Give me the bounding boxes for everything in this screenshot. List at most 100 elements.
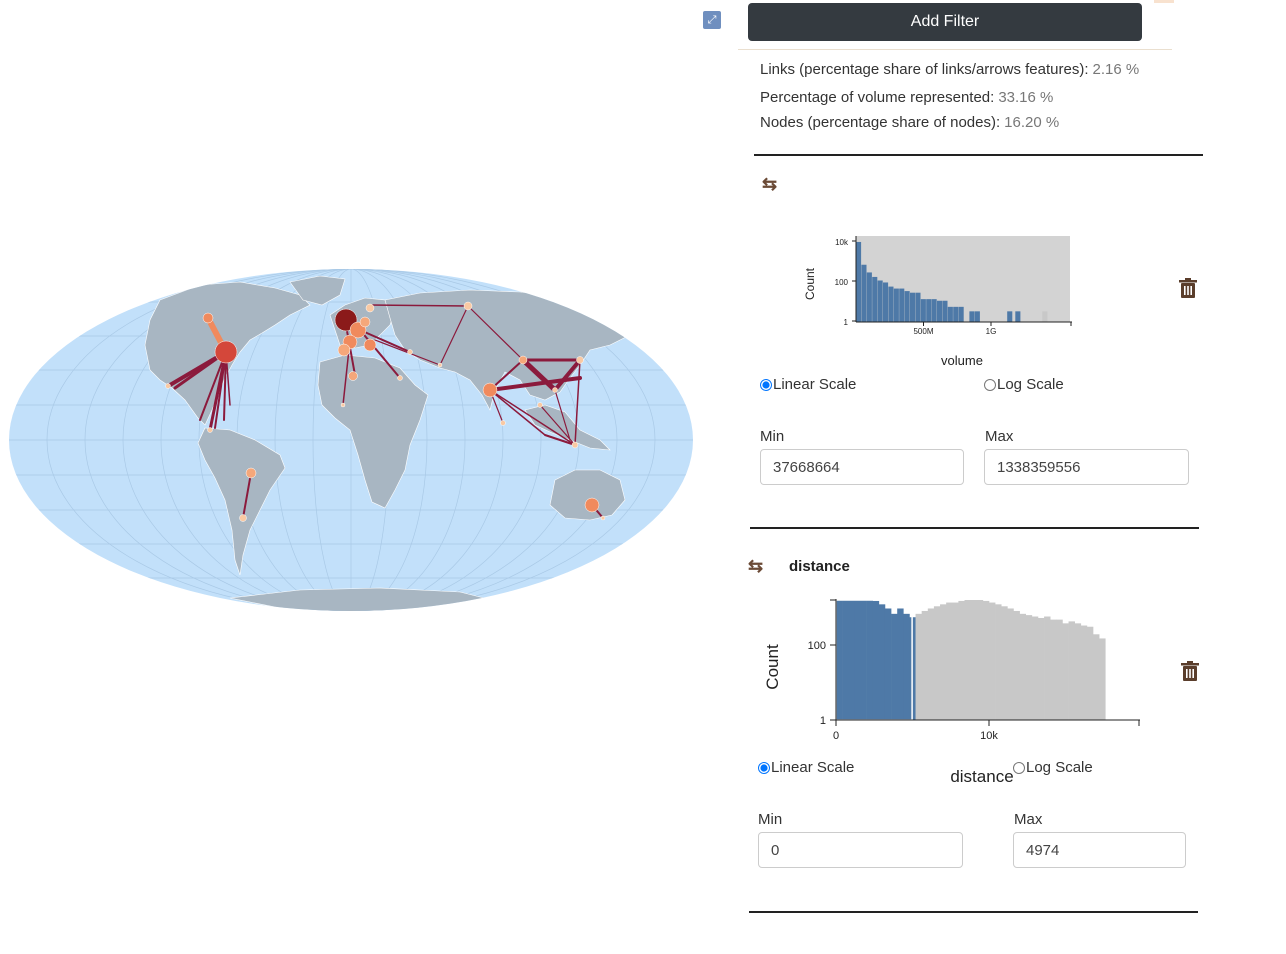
- hist-bar: [888, 286, 894, 322]
- land-greenland: [289, 275, 346, 306]
- hist-bar: [915, 292, 921, 322]
- distance-histogram[interactable]: 100 1 0 10k Count distance: [750, 592, 1150, 792]
- hist-bar: [1074, 623, 1082, 720]
- section-divider: [749, 911, 1198, 913]
- hist-bar: [937, 300, 943, 322]
- hist-bar: [866, 600, 874, 720]
- hist-bar: [921, 610, 929, 720]
- hist-bar: [1093, 634, 1100, 720]
- stat-nodes-value: 16.20 %: [1004, 114, 1060, 131]
- node: [584, 497, 600, 513]
- node: [500, 420, 506, 426]
- linear-scale-radio[interactable]: Linear Scale: [758, 759, 854, 776]
- max-input[interactable]: [1013, 832, 1186, 868]
- node: [600, 515, 606, 521]
- node: [397, 375, 403, 381]
- swap-arrows-icon[interactable]: ⇆: [762, 174, 778, 194]
- node: [482, 382, 498, 398]
- node: [245, 467, 257, 479]
- hist-bar: [1080, 625, 1088, 720]
- hist-bar: [942, 300, 948, 322]
- hist-bar: [1001, 606, 1008, 720]
- hist-bar: [854, 600, 861, 720]
- linear-scale-radio[interactable]: Linear Scale: [760, 376, 856, 393]
- min-label: Min: [760, 428, 785, 445]
- hist-bar: [883, 282, 889, 322]
- min-input[interactable]: [758, 832, 963, 868]
- hist-bar: [1025, 615, 1033, 720]
- log-scale-radio[interactable]: Log Scale: [984, 376, 1064, 393]
- hist-bar: [969, 311, 975, 322]
- hist-bar: [1031, 616, 1039, 720]
- log-scale-radio-input[interactable]: [984, 378, 996, 391]
- header-divider: [738, 49, 1172, 50]
- hist-bar: [1044, 616, 1051, 720]
- swap-arrows-icon[interactable]: ⇆: [748, 556, 764, 576]
- min-label: Min: [758, 811, 783, 828]
- flow-nodes: [165, 301, 606, 522]
- trash-icon[interactable]: [1179, 278, 1197, 304]
- max-input[interactable]: [984, 449, 1189, 485]
- linear-scale-label: Linear Scale: [771, 759, 855, 776]
- log-scale-radio-input[interactable]: [1013, 761, 1025, 774]
- node: [407, 349, 413, 355]
- hist-bar: [878, 604, 886, 720]
- node: [576, 356, 584, 364]
- hist-bar: [982, 600, 990, 720]
- hist-bar: [904, 291, 910, 322]
- stat-nodes-label: Nodes (percentage share of nodes):: [760, 114, 1001, 131]
- volume-histogram[interactable]: 1 100 10k 500M 1G Count volume: [790, 228, 1090, 373]
- filter-title: distance: [789, 558, 850, 575]
- hist-bar: [946, 602, 953, 720]
- hist-bar: [836, 600, 843, 720]
- y-axis-label: Count: [803, 267, 817, 300]
- y-tick-label: 100: [808, 640, 826, 652]
- node: [537, 402, 543, 408]
- linear-scale-radio-input[interactable]: [760, 378, 772, 391]
- hist-bar: [920, 299, 926, 322]
- node: [437, 362, 443, 368]
- expand-icon[interactable]: ⤢: [703, 11, 721, 29]
- node: [214, 340, 238, 364]
- hist-bar: [1056, 619, 1063, 720]
- trash-icon[interactable]: [1181, 661, 1199, 687]
- log-scale-label: Log Scale: [997, 376, 1064, 393]
- hist-bar: [947, 306, 953, 322]
- hist-bar: [1042, 311, 1048, 322]
- hist-bar: [940, 604, 947, 720]
- log-scale-label: Log Scale: [1026, 759, 1093, 776]
- x-tick-label: 0: [833, 730, 839, 742]
- hist-bar: [877, 280, 883, 322]
- node: [239, 514, 247, 522]
- map-panel[interactable]: ⤢: [0, 0, 730, 954]
- hist-bar: [976, 600, 984, 720]
- y-tick-label: 100: [835, 278, 849, 287]
- log-scale-radio[interactable]: Log Scale: [1013, 759, 1093, 776]
- land-antarctica: [229, 587, 501, 611]
- stat-volume: Percentage of volume represented: 33.16 %: [760, 89, 1053, 106]
- hist-bar: [861, 264, 867, 322]
- node: [165, 383, 171, 389]
- x-tick-label: 10k: [980, 730, 998, 742]
- y-tick-label: 1: [820, 715, 826, 727]
- node: [552, 387, 558, 393]
- stat-nodes: Nodes (percentage share of nodes): 16.20 …: [760, 114, 1059, 131]
- hist-bar: [958, 306, 964, 322]
- node: [202, 312, 214, 324]
- hist-bar: [927, 608, 935, 720]
- add-filter-button[interactable]: Add Filter: [748, 3, 1142, 41]
- hist-bars: [856, 241, 1048, 322]
- hist-bar: [915, 613, 922, 720]
- min-input[interactable]: [760, 449, 964, 485]
- section-divider: [750, 527, 1199, 529]
- hist-bar: [952, 602, 959, 720]
- hist-bar: [933, 606, 941, 720]
- linear-scale-radio-input[interactable]: [758, 761, 770, 774]
- node: [207, 427, 213, 433]
- y-axis-label: Count: [763, 644, 782, 690]
- stat-links-value: 2.16 %: [1092, 61, 1140, 78]
- hist-bar: [893, 288, 899, 322]
- hist-bar: [931, 299, 937, 322]
- world-map[interactable]: [0, 0, 730, 954]
- hist-bar: [970, 600, 978, 720]
